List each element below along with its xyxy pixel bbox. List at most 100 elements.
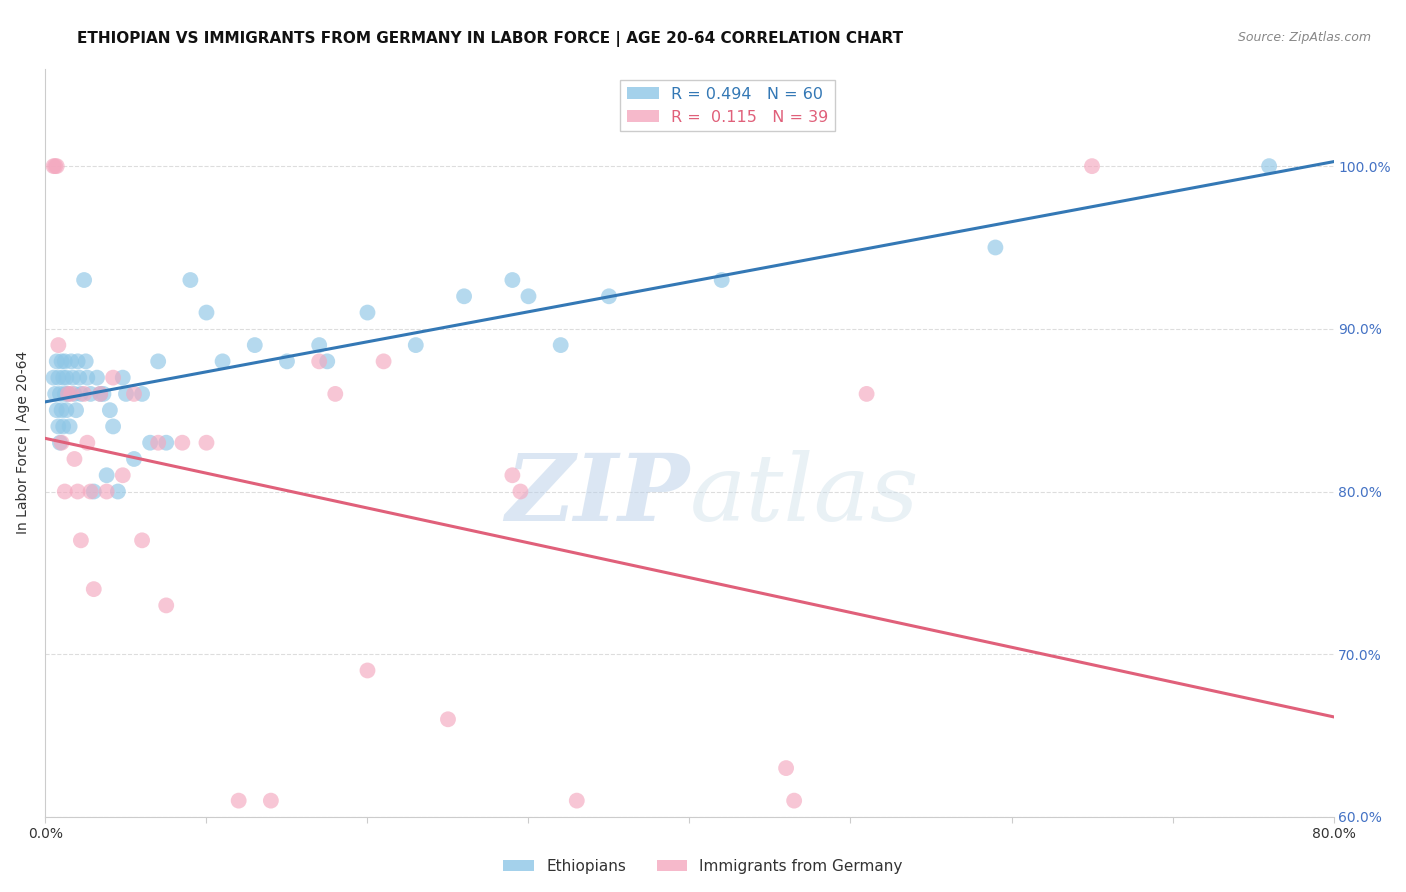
Point [42,370,65,384]
Text: atlas: atlas [689,450,920,540]
Point [70,387,93,401]
Point [55,403,77,417]
Point [48,370,70,384]
Point [42,159,65,173]
Point [148,435,170,450]
Point [139,435,162,450]
Point [63,452,86,467]
Point [356,305,378,319]
Point [131,387,153,401]
Point [111,370,134,384]
Point [45,403,67,417]
Point [101,419,124,434]
Point [131,533,153,548]
Point [89,387,111,401]
Point [56,387,79,401]
Point [53,484,76,499]
Point [122,452,145,467]
Point [63,387,86,401]
Point [73,273,96,287]
Point [62,370,84,384]
Point [96,484,118,499]
Point [49,435,72,450]
Text: ZIP: ZIP [505,450,689,540]
Point [60,387,83,401]
Point [195,435,218,450]
Point [65,403,87,417]
Point [501,468,523,483]
Point [1258,159,1281,173]
Point [96,468,118,483]
Point [155,599,177,613]
Point [115,387,138,401]
Point [517,289,540,303]
Point [308,354,330,368]
Point [316,354,339,368]
Point [501,273,523,287]
Point [148,354,170,368]
Point [405,338,427,352]
Point [51,403,73,417]
Point [73,387,96,401]
Point [228,794,250,808]
Point [79,484,101,499]
Point [101,370,124,384]
Point [70,533,93,548]
Point [45,354,67,368]
Point [276,354,298,368]
Point [45,159,67,173]
Point [83,484,105,499]
Point [66,354,89,368]
Point [75,354,97,368]
Point [76,370,98,384]
Point [179,273,201,287]
Point [83,582,105,596]
Point [55,370,77,384]
Point [48,419,70,434]
Point [44,387,66,401]
Point [775,761,797,775]
Point [44,159,66,173]
Point [53,354,76,368]
Point [107,484,129,499]
Point [60,354,83,368]
Point [48,338,70,352]
Point [243,338,266,352]
Point [86,370,108,384]
Point [53,387,76,401]
Point [550,338,572,352]
Point [710,875,733,889]
Point [211,354,233,368]
Point [323,387,346,401]
Point [453,289,475,303]
Text: Source: ZipAtlas.com: Source: ZipAtlas.com [1237,31,1371,45]
Point [565,794,588,808]
Point [984,240,1007,254]
Point [195,305,218,319]
Point [111,468,134,483]
Point [356,664,378,678]
Legend: Ethiopians, Immigrants from Germany: Ethiopians, Immigrants from Germany [498,853,908,880]
Point [598,289,620,303]
Point [76,435,98,450]
Point [51,354,73,368]
Point [59,419,82,434]
Point [52,370,75,384]
Point [93,387,115,401]
Point [509,484,531,499]
Text: ETHIOPIAN VS IMMIGRANTS FROM GERMANY IN LABOR FORCE | AGE 20-64 CORRELATION CHAR: ETHIOPIAN VS IMMIGRANTS FROM GERMANY IN … [77,31,904,47]
Point [710,273,733,287]
Point [373,354,395,368]
Point [98,403,121,417]
Point [1081,159,1104,173]
Legend: R = 0.494   N = 60, R =  0.115   N = 39: R = 0.494 N = 60, R = 0.115 N = 39 [620,80,835,131]
Point [89,387,111,401]
Point [66,484,89,499]
Point [260,794,283,808]
Point [122,387,145,401]
Point [855,387,877,401]
Point [437,712,460,726]
Point [308,338,330,352]
Point [49,387,72,401]
Point [783,794,806,808]
